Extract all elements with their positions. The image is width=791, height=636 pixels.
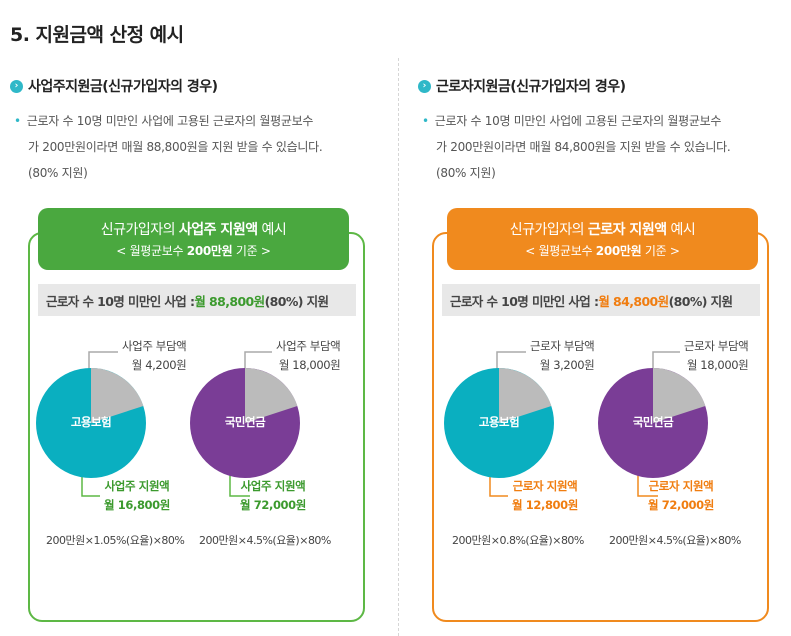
column-divider xyxy=(398,58,399,636)
burden-amount-label: 근로자 부담액 월 3,200원 xyxy=(530,339,595,372)
summary-bar: 근로자 수 10명 미만인 사업 : 월 84,800원 (80%) 지원 xyxy=(442,284,760,316)
support-leader-line xyxy=(489,470,508,497)
burden-leader-line xyxy=(88,351,118,371)
burden-amount-label: 사업주 부담액 월 18,000원 xyxy=(276,339,341,372)
burden-leader-line xyxy=(652,351,680,371)
desc-line-3: (80% 지원) xyxy=(28,166,88,180)
calculation-formula: 200만원×1.05%(요율)×80% xyxy=(46,534,185,547)
pie-chart xyxy=(598,368,708,478)
support-leader-line xyxy=(229,470,250,497)
worker-support-section: › 근로자지원금(신규가입자의 경우) • 근로자 수 10명 미만인 사업에 고… xyxy=(408,0,791,636)
burden-amount-label: 근로자 부담액 월 18,000원 xyxy=(684,339,749,372)
banner-subtitle: < 월평균보수 200만원 기준 > xyxy=(116,244,271,258)
employer-support-section: › 사업주지원금(신규가입자의 경우) • 근로자 수 10명 미만인 사업에 고… xyxy=(0,0,390,636)
pie-label: 고용보험 xyxy=(70,415,112,429)
support-leader-line xyxy=(637,470,658,497)
support-amount-label: 사업주 지원액 월 16,800원 xyxy=(104,479,170,512)
national-pension-pie: 국민연금 xyxy=(190,368,300,478)
section-description: • 근로자 수 10명 미만인 사업에 고용된 근로자의 월평균보수 가 200만… xyxy=(422,108,787,186)
page-title: 5. 지원금액 산정 예시 xyxy=(10,24,184,46)
pie-slice-burden xyxy=(653,368,706,423)
pie-chart xyxy=(36,368,146,478)
national-pension-pie: 국민연금 xyxy=(598,368,708,478)
section-description: • 근로자 수 10명 미만인 사업에 고용된 근로자의 월평균보수 가 200만… xyxy=(14,108,379,186)
desc-line-2: 가 200만원이라면 매월 88,800원을 지원 받을 수 있습니다. xyxy=(28,140,323,154)
pie-label: 고용보험 xyxy=(478,415,520,429)
chevron-right-icon: › xyxy=(10,79,23,93)
burden-leader-line xyxy=(496,351,526,371)
support-amount-label: 근로자 지원액 월 12,800원 xyxy=(512,479,578,512)
burden-amount-label: 사업주 부담액 월 4,200원 xyxy=(122,339,187,372)
callout-lines xyxy=(489,351,680,497)
pie-label: 국민연금 xyxy=(224,415,266,429)
pie-label: 국민연금 xyxy=(632,415,674,429)
desc-line-1: 근로자 수 10명 미만인 사업에 고용된 근로자의 월평균보수 xyxy=(434,114,722,128)
pie-chart xyxy=(444,368,554,478)
banner-title: 신규가입자의 근로자 지원액 예시 xyxy=(509,222,696,238)
calculation-formula: 200만원×0.8%(요율)×80% xyxy=(452,534,584,547)
pie-slice-burden xyxy=(499,368,552,423)
callout-lines xyxy=(81,351,272,497)
desc-line-1: 근로자 수 10명 미만인 사업에 고용된 근로자의 월평균보수 xyxy=(26,114,314,128)
summary-bar: 근로자 수 10명 미만인 사업 : 월 88,800원 (80%) 지원 xyxy=(38,284,356,316)
burden-leader-line xyxy=(244,351,272,371)
banner-subtitle: < 월평균보수 200만원 기준 > xyxy=(525,244,680,258)
section-title: 사업주지원금(신규가입자의 경우) xyxy=(28,79,218,95)
example-banner: 신규가입자의 근로자 지원액 예시 < 월평균보수 200만원 기준 > xyxy=(447,208,758,270)
pie-slice-burden xyxy=(245,368,298,423)
support-amount-label: 사업주 지원액 월 72,000원 xyxy=(240,479,306,512)
calculation-formula: 200만원×4.5%(요율)×80% xyxy=(199,534,331,547)
bullet-dot-icon: • xyxy=(14,114,21,128)
support-amount-label: 근로자 지원액 월 72,000원 xyxy=(648,479,714,512)
section-heading: › 근로자지원금(신규가입자의 경우) xyxy=(418,76,626,96)
chevron-right-icon: › xyxy=(418,79,431,93)
pie-slice-burden xyxy=(91,368,144,423)
example-banner: 신규가입자의 사업주 지원액 예시 < 월평균보수 200만원 기준 > xyxy=(38,208,349,270)
employment-insurance-pie: 고용보험 xyxy=(36,368,146,478)
desc-line-3: (80% 지원) xyxy=(436,166,496,180)
section-heading: › 사업주지원금(신규가입자의 경우) xyxy=(10,76,218,96)
pie-chart xyxy=(190,368,300,478)
bullet-dot-icon: • xyxy=(422,114,429,128)
calculation-formula: 200만원×4.5%(요율)×80% xyxy=(609,534,741,547)
support-leader-line xyxy=(81,470,100,497)
desc-line-2: 가 200만원이라면 매월 84,800원을 지원 받을 수 있습니다. xyxy=(436,140,731,154)
banner-title: 신규가입자의 사업주 지원액 예시 xyxy=(100,222,287,238)
section-title: 근로자지원금(신규가입자의 경우) xyxy=(436,79,626,95)
employment-insurance-pie: 고용보험 xyxy=(444,368,554,478)
